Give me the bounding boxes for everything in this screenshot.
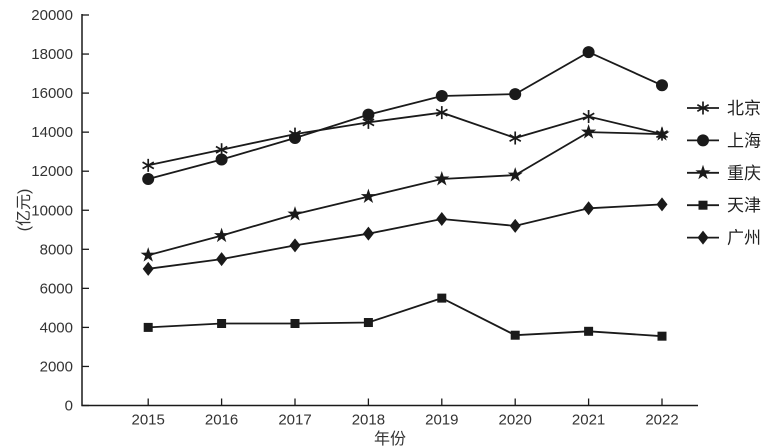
legend-item-chongqing: 重庆	[687, 164, 761, 183]
star-marker-chongqing	[213, 227, 230, 243]
legend-star-marker-chongqing	[695, 164, 711, 180]
asterisk-marker-beijing	[582, 110, 595, 124]
diamond-marker-guangzhou	[142, 261, 154, 276]
x-axis-tick-label: 2020	[499, 412, 532, 429]
square-marker-tianjin	[217, 318, 227, 328]
series-line-guangzhou	[148, 203, 663, 270]
series-line-tianjin	[148, 297, 663, 338]
star-marker-chongqing	[580, 124, 597, 139]
legend-diamond-marker-guangzhou	[697, 230, 709, 245]
square-marker-tianjin	[437, 293, 447, 303]
diamond-marker-guangzhou	[583, 201, 595, 216]
square-marker-tianjin	[657, 331, 667, 341]
circle-marker-shanghai	[142, 173, 155, 186]
legend-label-chongqing: 重庆	[727, 164, 761, 183]
circle-marker-shanghai	[509, 88, 522, 101]
diamond-marker-guangzhou	[216, 252, 228, 267]
legend-label-guangzhou: 广州	[727, 229, 761, 248]
star-marker-chongqing	[140, 247, 156, 262]
series-chongqing	[140, 124, 670, 262]
legend-square-marker-tianjin	[698, 200, 708, 210]
y-axis-tick-label: 18000	[31, 46, 73, 63]
y-axis-tick-label: 8000	[40, 241, 73, 258]
legend-label-beijing: 北京	[727, 99, 761, 118]
legend-item-tianjin: 天津	[687, 196, 761, 215]
x-axis-tick-label: 2022	[645, 412, 678, 429]
star-marker-chongqing	[287, 206, 303, 221]
y-axis-tick-label: 10000	[31, 202, 73, 219]
star-marker-chongqing	[654, 126, 670, 141]
x-axis-title: 年份	[374, 430, 406, 447]
diamond-marker-guangzhou	[289, 238, 301, 253]
y-axis-title: (亿元)	[15, 189, 33, 232]
square-marker-tianjin	[363, 318, 373, 328]
y-axis: 0 2000 4000 6000 8000 10000 12000 14000 16000 180…	[31, 7, 89, 415]
legend-item-guangzhou: 广州	[687, 229, 761, 248]
star-marker-chongqing	[507, 167, 523, 182]
x-axis-tick-label: 2016	[205, 412, 238, 429]
legend-item-shanghai: 上海	[687, 131, 761, 150]
y-axis-tick-label: 6000	[40, 280, 73, 297]
legend-circle-marker-shanghai	[697, 134, 709, 147]
asterisk-marker-beijing	[142, 158, 155, 172]
star-marker-chongqing	[434, 171, 450, 186]
series-guangzhou	[142, 197, 668, 276]
y-axis-tick-label: 16000	[31, 85, 73, 102]
x-axis-tick-label: 2017	[278, 412, 311, 429]
y-axis-tick-label: 2000	[40, 358, 73, 375]
y-axis-tick-label: 20000	[31, 7, 73, 24]
legend-label-shanghai: 上海	[727, 131, 761, 150]
circle-marker-shanghai	[656, 79, 668, 92]
circle-marker-shanghai	[582, 46, 595, 59]
circle-marker-shanghai	[289, 132, 301, 145]
square-marker-tianjin	[143, 322, 153, 332]
x-axis-tick-label: 2021	[572, 412, 605, 429]
square-marker-tianjin	[584, 326, 594, 336]
x-axis-tick-label: 2018	[352, 412, 385, 429]
series-line-beijing	[148, 111, 663, 167]
asterisk-marker-beijing	[435, 106, 448, 120]
square-marker-tianjin	[510, 330, 520, 340]
circle-marker-shanghai	[362, 108, 375, 121]
diamond-marker-guangzhou	[436, 212, 448, 227]
series-line-chongqing	[147, 131, 663, 257]
y-axis-tick-label: 0	[65, 398, 73, 415]
x-axis: 2015 2016 2017 2018 2019 2020 2021 2022	[132, 398, 679, 429]
legend-asterisk-marker-beijing	[696, 101, 710, 115]
series-tianjin	[143, 293, 667, 341]
y-axis-tick-label: 4000	[40, 319, 73, 336]
diamond-marker-guangzhou	[656, 197, 668, 212]
legend-item-beijing: 北京	[687, 99, 761, 118]
series-shanghai	[142, 46, 668, 186]
y-axis-tick-label: 14000	[31, 124, 73, 141]
axis	[81, 14, 698, 407]
x-axis-tick-label: 2015	[132, 412, 165, 429]
asterisk-marker-beijing	[509, 131, 522, 145]
circle-marker-shanghai	[215, 153, 228, 166]
circle-marker-shanghai	[435, 90, 448, 103]
diamond-marker-guangzhou	[362, 226, 374, 241]
star-marker-chongqing	[360, 188, 377, 204]
x-axis-tick-label: 2019	[425, 412, 458, 429]
diamond-marker-guangzhou	[509, 218, 521, 233]
y-axis-tick-label: 12000	[31, 163, 73, 180]
series-line-shanghai	[147, 51, 663, 180]
legend-label-tianjin: 天津	[727, 196, 761, 215]
square-marker-tianjin	[290, 318, 300, 328]
